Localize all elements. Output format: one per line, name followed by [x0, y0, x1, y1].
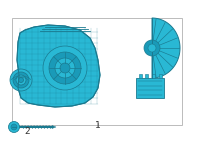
- Circle shape: [49, 52, 81, 84]
- Polygon shape: [52, 126, 56, 128]
- Circle shape: [18, 77, 24, 82]
- Text: 2: 2: [24, 127, 30, 137]
- Bar: [145, 74, 148, 78]
- Bar: [158, 74, 162, 78]
- Circle shape: [60, 63, 70, 73]
- Circle shape: [13, 72, 29, 88]
- Circle shape: [11, 124, 17, 130]
- Circle shape: [10, 69, 32, 91]
- Circle shape: [144, 40, 160, 56]
- Bar: [152, 74, 155, 78]
- Circle shape: [16, 75, 26, 85]
- Circle shape: [55, 58, 75, 78]
- Circle shape: [8, 122, 20, 132]
- Polygon shape: [152, 18, 180, 78]
- Polygon shape: [17, 25, 100, 107]
- Circle shape: [43, 46, 87, 90]
- Text: 1: 1: [95, 122, 101, 131]
- Bar: [12, 18, 182, 125]
- Bar: [138, 74, 142, 78]
- Bar: [136, 78, 164, 98]
- Circle shape: [148, 44, 156, 52]
